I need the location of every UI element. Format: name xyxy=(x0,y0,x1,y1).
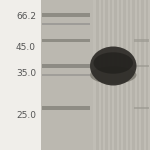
Bar xyxy=(101,0,103,150)
Bar xyxy=(119,0,121,150)
Text: 35.0: 35.0 xyxy=(16,69,36,78)
Bar xyxy=(141,0,144,150)
Bar xyxy=(42,39,90,42)
Ellipse shape xyxy=(90,46,136,86)
Bar xyxy=(42,106,90,110)
Bar xyxy=(134,39,148,42)
Bar xyxy=(132,0,135,150)
Bar xyxy=(42,64,90,68)
Bar xyxy=(42,23,90,25)
Bar xyxy=(128,0,130,150)
Bar xyxy=(146,0,148,150)
Ellipse shape xyxy=(90,66,136,84)
Bar xyxy=(137,0,139,150)
Bar xyxy=(42,74,90,76)
Text: 66.2: 66.2 xyxy=(16,12,36,21)
Bar xyxy=(42,13,90,17)
Ellipse shape xyxy=(93,52,133,74)
Bar xyxy=(134,65,148,67)
Bar xyxy=(123,0,126,150)
Bar xyxy=(110,0,112,150)
Bar xyxy=(40,0,93,150)
Bar xyxy=(105,0,108,150)
Text: 25.0: 25.0 xyxy=(16,111,36,120)
Bar xyxy=(96,0,99,150)
Bar xyxy=(93,0,150,150)
Bar xyxy=(40,0,150,150)
Text: 45.0: 45.0 xyxy=(16,44,36,52)
Bar xyxy=(114,0,117,150)
Bar xyxy=(134,107,148,109)
